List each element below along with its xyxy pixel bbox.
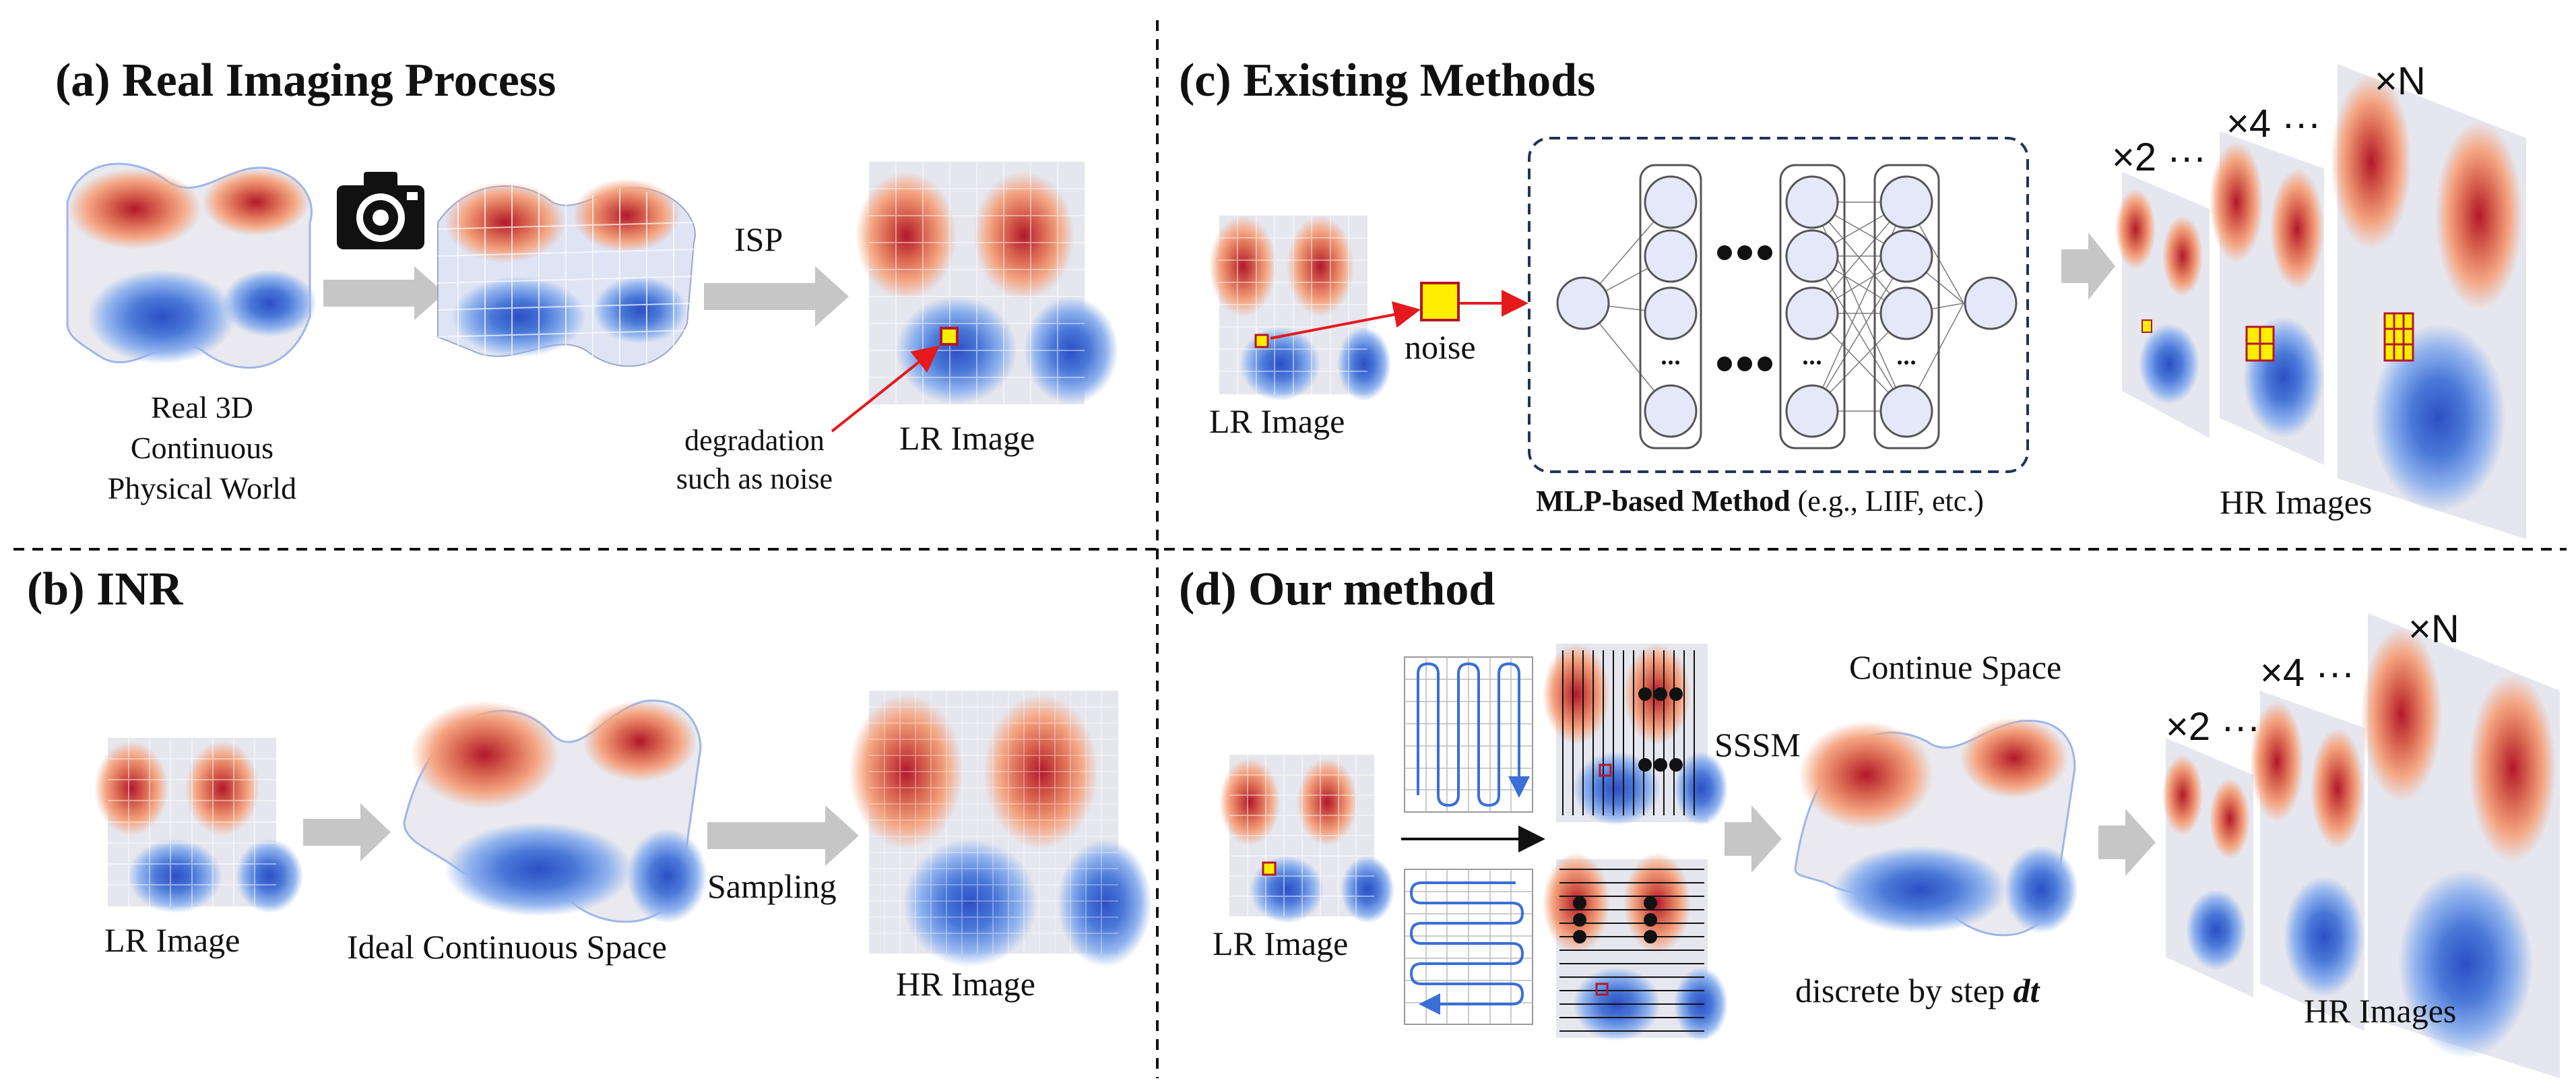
continue-space-label: Continue Space [1849,648,2062,686]
flow-arrow [2098,809,2156,876]
scale-2-label-d: ×2 ··· [2166,705,2261,749]
noise-label: noise [1405,328,1476,366]
flow-arrow [2061,232,2115,300]
real-world-label-line-2: Continuous [130,430,274,465]
sssm-arrow [1725,805,1782,873]
flow-arrow [323,266,445,320]
panel-a-graphics [66,162,1118,433]
hr-images-d [2162,613,2560,1078]
real-world-surface [66,162,317,369]
discrete-label-text: discrete by step [1795,972,2014,1009]
panel-c-title: (c) Existing Methods [1179,55,1596,106]
hr-images-c-label: HR Images [2220,483,2373,521]
panel-dividers [13,20,2567,1078]
mlp-caption-bold: MLP-based Method [1536,485,1791,518]
noise-box [1420,282,1460,321]
panel-b-title: (b) INR [27,563,183,615]
scanned-image-horizontal [1543,852,1728,1041]
lr-image-b-label: LR Image [104,921,240,959]
camera-icon [337,172,424,249]
real-world-label: Real 3D Continuous Physical World [101,387,303,508]
degradation-line-1: degradation [684,424,825,457]
lr-image-b [94,738,303,913]
lr-image-d [1219,755,1394,923]
panel-d-graphics [1219,613,2560,1078]
scale-n-label: ×N [2375,59,2426,103]
flow-arrow [303,803,391,861]
degradation-line-2: such as noise [676,462,833,496]
scanned-image-vertical [1543,644,1728,826]
scale-4-label-d: ×4 ··· [2260,651,2355,695]
horizontal-scan-pattern [1404,869,1533,1025]
ideal-continuous-surface [403,699,707,923]
sampling-arrow [707,805,859,866]
noise-pixel [940,327,959,346]
hr-images-d-label: HR Images [2304,992,2457,1030]
lr-image-d-label: LR Image [1213,925,1349,962]
panel-d-title: (d) Our method [1179,563,1495,615]
lr-image-a [831,162,1118,433]
discrete-label: discrete by step dt [1795,970,2039,1011]
isp-label: ISP [734,220,783,258]
continue-space-surface [1794,718,2078,937]
panel-a-title: (a) Real Imaging Process [55,55,556,106]
mlp-caption-rest: (e.g., LIIF, etc.) [1790,485,1984,518]
scale-n-label-d: ×N [2408,607,2459,651]
panel-b-graphics [94,691,1152,967]
lr-image-a-label: LR Image [899,419,1035,457]
discrete-variable: dt [2013,972,2040,1009]
hr-image-b-label: HR Image [896,965,1035,1003]
mlp-caption: MLP-based Method (e.g., LIIF, etc.) [1536,482,1984,520]
sampling-label: Sampling [707,867,837,905]
real-world-label-line-1: Real 3D [150,390,253,425]
hr-image-b [849,691,1152,967]
mlp-network [1556,164,2018,449]
real-world-label-line-3: Physical World [107,470,297,505]
hr-images-c [2115,64,2526,539]
sampled-surface [437,179,696,367]
mlp-dashed-box [1528,137,2029,473]
degradation-label: degradation such as noise [664,421,845,498]
panel-c-graphics [1209,64,2526,539]
scale-4-label: ×4 ··· [2226,102,2321,146]
vertical-scan-pattern [1404,656,1533,813]
lr-image-c [1209,216,1391,401]
ideal-space-label: Ideal Continuous Space [347,928,667,966]
scale-2-label: ×2 ··· [2112,135,2207,179]
lr-image-c-label: LR Image [1209,402,1345,440]
sssm-label: SSSM [1714,726,1801,764]
isp-arrow [704,266,849,327]
